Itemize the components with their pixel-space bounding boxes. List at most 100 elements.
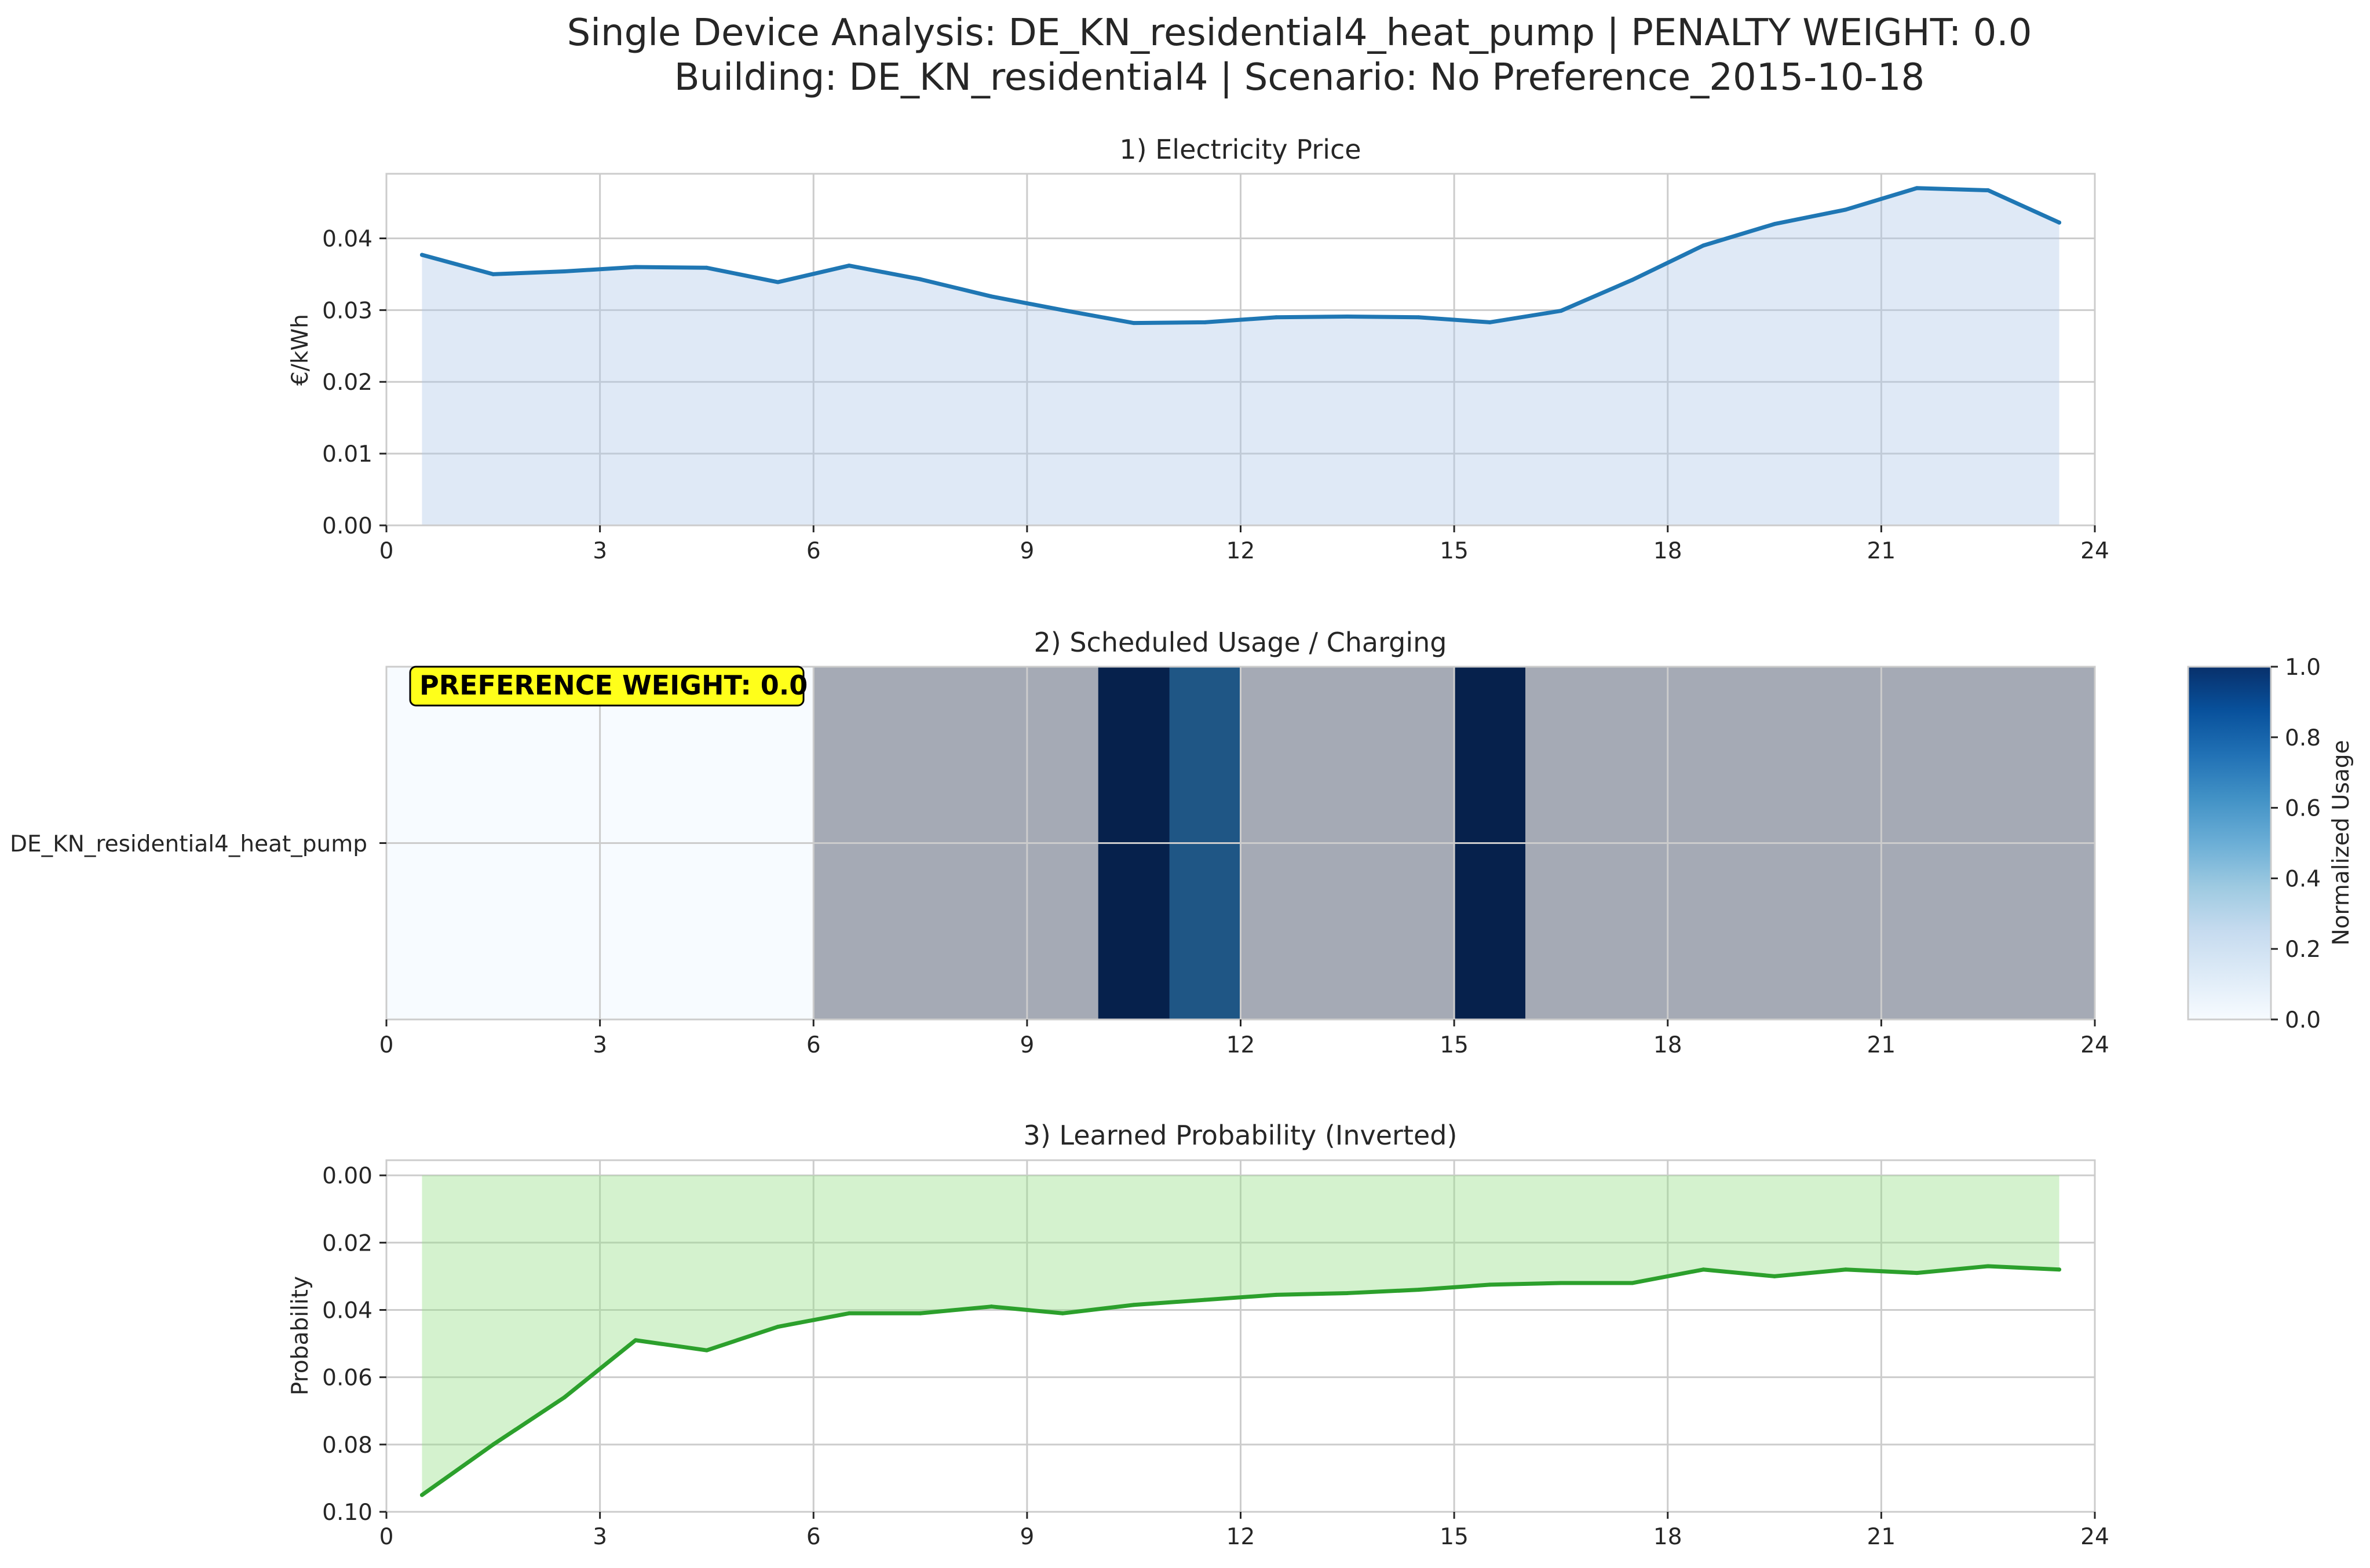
x-tick-label: 18 [1653,1524,1682,1550]
data-point [1274,315,1279,320]
data-point [419,1493,424,1497]
x-tick-label: 15 [1440,1032,1469,1058]
data-point [1915,1271,1919,1275]
x-tick-label: 6 [806,1032,821,1058]
data-point [1274,1292,1279,1297]
colorbar-tick-label: 0.2 [2285,937,2321,963]
x-tick-label: 18 [1653,1032,1682,1058]
x-tick-label: 3 [593,538,607,564]
x-tick-label: 21 [1867,538,1896,564]
x-tick-label: 3 [593,1524,607,1550]
data-point [1203,1297,1207,1302]
y-tick-label: 0.04 [322,1297,373,1324]
y-tick-label: 0.02 [322,370,373,396]
data-point [2057,220,2062,225]
x-tick-label: 12 [1226,1032,1255,1058]
x-tick-label: 0 [379,1032,394,1058]
data-point [1131,321,1136,326]
y-tick-label: 0.00 [322,1163,373,1189]
data-point [847,264,852,268]
data-point [1701,1267,1706,1272]
x-tick-label: 0 [379,538,394,564]
data-point [633,1338,638,1343]
preference-weight-badge: PREFERENCE WEIGHT: 0.0 [409,666,808,707]
learned-probability-xticks: 0 3 6 9 12 15 18 21 24 [379,1512,2109,1550]
colorbar-ticks: 0.0 0.2 0.4 0.6 0.8 1.0 [2271,655,2321,1033]
colorbar-tick-label: 0.0 [2285,1007,2321,1033]
data-point [704,265,709,270]
data-point [1131,1303,1136,1307]
scheduled-usage-row-label: DE_KN_residential4_heat_pump [10,831,367,857]
x-tick-label: 18 [1653,538,1682,564]
x-tick-label: 24 [2080,1032,2109,1058]
data-point [1488,320,1492,324]
data-point [776,280,780,284]
x-tick-label: 12 [1226,538,1255,564]
colorbar-label: Normalized Usage [2328,740,2354,945]
colorbar-tick-label: 0.6 [2285,796,2321,822]
data-point [1843,1267,1848,1272]
electricity-price-ylabel: €/kWh [287,314,313,386]
data-point [1488,1282,1492,1287]
data-point [1345,1291,1350,1295]
data-point [1843,207,1848,212]
x-tick-label: 24 [2080,538,2109,564]
x-tick-label: 6 [806,538,821,564]
data-point [1630,277,1634,282]
x-tick-label: 9 [1020,1524,1034,1550]
electricity-price-title: 1) Electricity Price [1119,134,1361,165]
x-tick-label: 21 [1867,1524,1896,1550]
x-tick-label: 12 [1226,1524,1255,1550]
x-tick-label: 24 [2080,1524,2109,1550]
learned-probability-panel: 3) Learned Probability (Inverted) 0 3 6 9 12… [287,1120,2109,1550]
data-point [1772,222,1777,226]
data-point [847,1311,852,1315]
area-fill [422,1175,2059,1495]
electricity-price-yticks: 0.00 0.01 0.02 0.03 0.04 [322,226,386,539]
data-point [2057,1267,2062,1272]
figure-title-line1: Single Device Analysis: DE_KN_residentia… [567,12,2032,54]
data-point [989,1304,994,1309]
data-point [1558,309,1563,313]
data-point [1203,320,1207,324]
data-point [1060,1311,1065,1315]
data-point [633,265,638,269]
data-point [704,1348,709,1353]
learned-probability-ylabel: Probability [287,1276,313,1395]
x-tick-label: 3 [593,1032,607,1058]
y-tick-label: 0.00 [322,513,373,539]
data-point [918,1311,923,1315]
x-tick-label: 9 [1020,1032,1034,1058]
x-tick-label: 15 [1440,1524,1469,1550]
scheduled-usage-title: 2) Scheduled Usage / Charging [1034,627,1447,658]
data-point [1701,243,1706,248]
y-tick-label: 0.03 [322,298,373,324]
learned-probability-title: 3) Learned Probability (Inverted) [1024,1120,1458,1151]
colorbar-tick-label: 0.8 [2285,725,2321,751]
learned-probability-plot [419,1175,2062,1497]
colorbar-gradient [2187,666,2272,1021]
data-point [1416,1288,1421,1292]
electricity-price-xticks: 0 3 6 9 12 15 18 21 24 [379,525,2109,564]
x-tick-label: 0 [379,1524,394,1550]
colorbar-tick-label: 1.0 [2285,655,2321,681]
y-tick-label: 0.10 [322,1500,373,1526]
data-point [562,1395,567,1400]
scheduled-usage-panel: 2) Scheduled Usage / Charging PREFERENCE… [10,627,2354,1058]
data-point [1558,1281,1563,1285]
series-line [419,186,2062,326]
data-point [491,1442,495,1447]
data-point [1986,1264,1991,1269]
data-point [776,1325,780,1329]
data-point [1986,188,1991,192]
y-tick-label: 0.01 [322,441,373,467]
data-point [419,253,424,257]
learned-probability-yticks: 0.00 0.02 0.04 0.06 0.08 0.10 [322,1163,386,1526]
x-tick-label: 9 [1020,538,1034,564]
scheduled-usage-xticks: 0 3 6 9 12 15 18 21 24 [379,842,2109,1058]
x-tick-label: 21 [1867,1032,1896,1058]
colorbar-tick-label: 0.4 [2285,866,2321,892]
data-point [562,269,567,273]
y-tick-label: 0.04 [322,226,373,252]
